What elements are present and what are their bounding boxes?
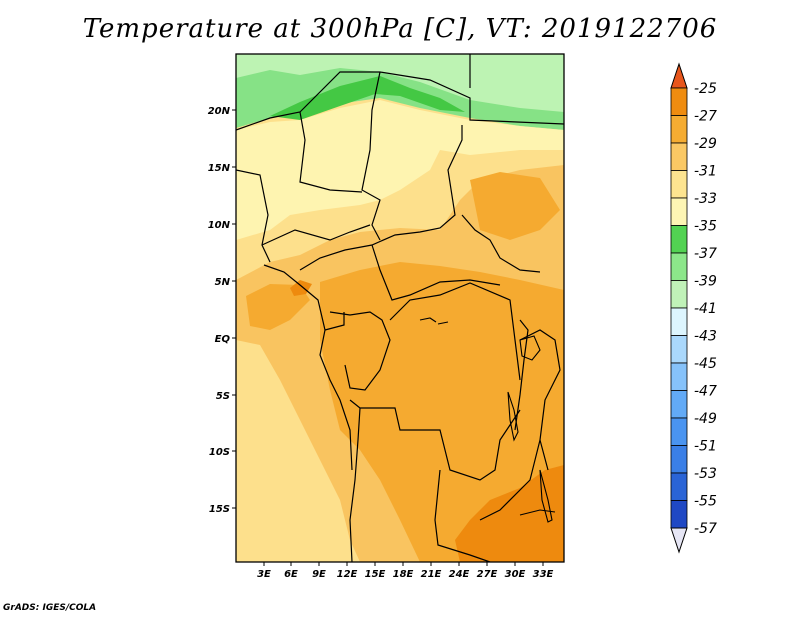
colorbar-top-arrow [670,62,688,89]
colorbar-label: -49 [694,411,717,427]
lat-tick-label: 5N [215,277,231,288]
lakes [419,317,556,523]
map-frame [235,53,565,563]
lon-tick-label: 30E [505,569,526,580]
colorbar-segment [670,362,688,391]
lon-tick-label: 27E [477,569,498,580]
lon-tick-label: 24E [449,569,470,580]
lon-tick-label: 12E [337,569,358,580]
band-27-25-spot [290,280,312,296]
colorbar-segment [670,445,688,474]
colorbar-label: -37 [694,246,717,262]
lat-tick-label: EQ [215,334,231,345]
band-33-31-west [236,340,360,562]
lat-tick-labels: 20N 15N 10N 5N EQ 5S 10S 15S [208,106,231,515]
colorbar-segment [670,170,688,199]
colorbar-segment [670,197,688,226]
colorbar-segment [670,87,688,116]
colorbar-label: -53 [694,466,717,482]
band-37-35 [270,76,465,120]
lat-tick-label: 20N [208,106,231,117]
lon-tick-label: 15E [365,569,386,580]
colorbar-segment [670,252,688,281]
colorbar-bottom-arrow [670,527,688,554]
colorbar-segment [670,225,688,254]
colorbar-label: -43 [694,329,717,345]
colorbar-label: -45 [694,356,717,372]
colorbar-segment [670,142,688,171]
lon-tick-label: 33E [533,569,554,580]
colorbar-label: -29 [694,136,717,152]
lat-tick-label: 10S [209,447,230,458]
lon-tick-label: 9E [312,569,326,580]
colorbar-segment [670,280,688,309]
map-title: Temperature at 300hPa [C], VT: 201912270… [82,14,718,44]
lat-axis [232,109,236,509]
colorbar-label: -25 [694,81,717,97]
colorbar-label: -47 [694,384,717,400]
band-29-27-east [470,172,560,240]
band-27-25 [455,465,564,562]
colorbar: -25 -27 -29 -31 -33 -35 -37 -39 -41 -43 -45 -47 -49 -… [670,62,717,554]
colorbar-label: -35 [694,219,717,235]
colorbar-label: -55 [694,494,717,510]
colorbar-label: -27 [694,109,717,125]
lat-tick-label: 15N [208,163,231,174]
lat-tick-label: 15S [209,504,230,515]
colorbar-label: -51 [694,439,717,455]
colorbar-label: -39 [694,274,717,290]
colorbar-label: -31 [694,164,717,180]
country-borders [236,54,564,562]
colorbar-segment [670,472,688,501]
credit-text: GrADS: IGES/COLA [3,603,97,613]
colorbar-segment [670,390,688,419]
lon-tick-label: 6E [284,569,298,580]
colorbar-segment [670,500,688,529]
colorbar-segment [670,115,688,144]
colorbar-segment [670,335,688,364]
lon-tick-label: 18E [393,569,414,580]
band-29-27 [320,262,564,562]
colorbar-label: -33 [694,191,717,207]
lon-tick-labels: 3E 6E 9E 12E 15E 18E 21E 24E 27E 30E 33E [257,569,553,580]
lon-axis [263,562,544,566]
lon-tick-label: 3E [257,569,271,580]
band-35-33 [236,100,564,240]
lat-tick-label: 10N [208,220,231,231]
band-39-37 [236,68,564,130]
temperature-field [236,54,564,562]
colorbar-label: -57 [694,521,717,537]
lon-tick-label: 21E [421,569,442,580]
colorbar-label: -41 [694,301,717,317]
colorbar-segment [670,417,688,446]
colorbar-segment [670,307,688,336]
lat-tick-label: 5S [216,391,230,402]
